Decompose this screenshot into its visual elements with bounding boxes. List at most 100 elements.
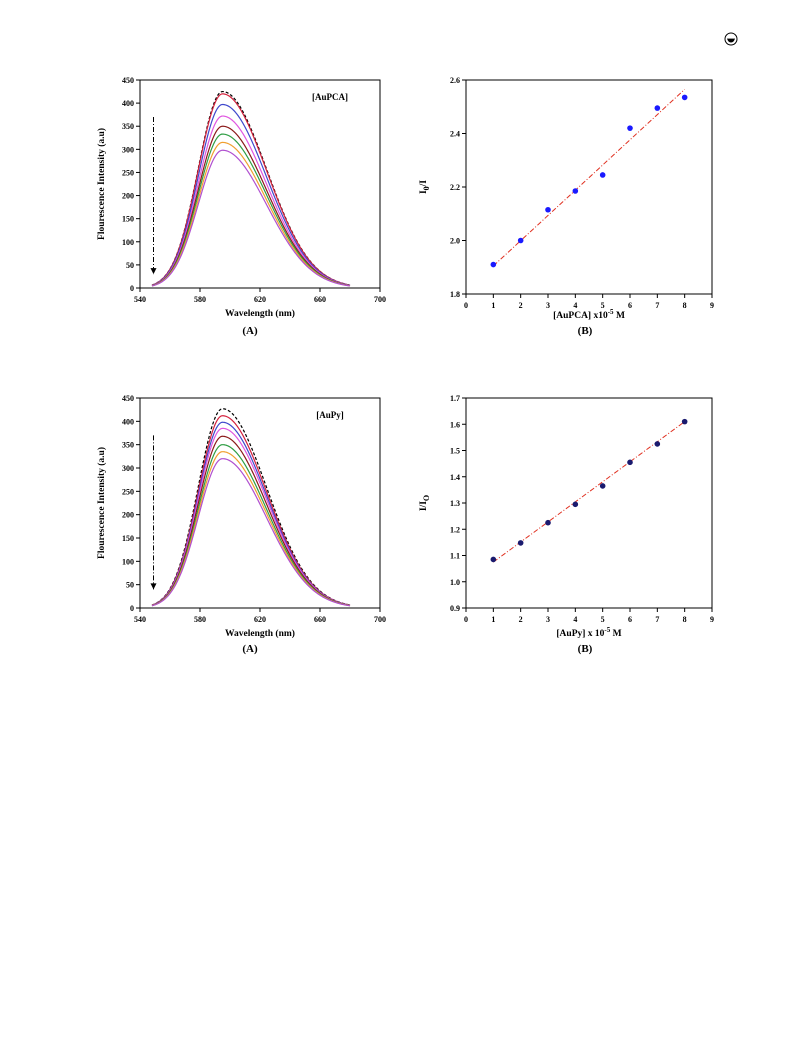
data-point-8 — [681, 94, 688, 101]
x-tick-label: 9 — [710, 615, 714, 624]
y-tick-label: 450 — [122, 394, 134, 403]
y-tick-label: 450 — [122, 76, 134, 85]
x-tick-label: 4 — [573, 615, 577, 624]
chart-aupy-stern-volmer: 0 1 2 3 4 5 6 7 8 9 0.9 1.0 1.1 1.2 1.3 1.4 1.5 1.6 1.7 [Au… — [419, 394, 714, 655]
x-tick-label: 620 — [254, 295, 266, 304]
y-axis-label: I/IO — [419, 495, 431, 511]
y-tick-label: 2.4 — [450, 130, 460, 139]
plot-frame — [465, 397, 713, 609]
x-tick-label: 2 — [519, 301, 523, 310]
x-tick-label: 660 — [314, 615, 326, 624]
y-tick-label: 1.5 — [450, 447, 460, 456]
compound-annotation: [AuPy] — [316, 410, 344, 420]
x-axis-label: [AuPy] x 10-5 M — [556, 626, 621, 639]
data-point-8 — [681, 418, 688, 425]
data-point-2 — [517, 540, 524, 546]
spectrum-curve-4 — [151, 115, 351, 287]
data-point-3 — [545, 519, 551, 526]
x-tick-label: 1 — [491, 615, 495, 624]
plot-frame — [465, 79, 713, 295]
y-tick-label: 150 — [122, 215, 134, 224]
chart-panel-aupy-stern-volmer: 0 1 2 3 4 5 6 7 8 9 0.9 1.0 1.1 1.2 1.3 1.4 1.5 1.6 1.7 [Au… — [400, 390, 730, 662]
data-point-7 — [654, 105, 661, 111]
spectrum-curve-1 — [151, 408, 351, 606]
y-tick-label: 200 — [122, 511, 134, 520]
y-tick-label: 350 — [122, 441, 134, 450]
chart-panel-aupy-spectra: 540 580 620 660 700 0 50 100 150 200 250 300 350 400 4… — [90, 390, 400, 662]
data-point-4 — [572, 188, 579, 194]
y-tick-label: 350 — [122, 122, 134, 131]
linear-fit-line — [492, 88, 686, 267]
spectrum-curve-1 — [151, 90, 351, 286]
chart-panel-aupca-spectra: 540 580 620 660 700 0 50 100 150 200 250 300 350 400 4… — [90, 72, 400, 344]
y-tick-label: 400 — [122, 417, 134, 426]
x-tick-label: 580 — [194, 295, 206, 304]
data-point-2 — [517, 237, 524, 244]
data-point-6 — [627, 125, 633, 131]
x-tick-label: 7 — [655, 615, 659, 624]
y-tick-label: 0 — [130, 284, 134, 293]
y-tick-label: 50 — [126, 581, 134, 590]
quench-arrow-head — [150, 583, 157, 590]
panel-caption: (A) — [242, 325, 258, 337]
x-tick-label: 7 — [655, 301, 659, 310]
spectrum-curve-3 — [151, 421, 351, 606]
x-tick-label: 3 — [546, 301, 550, 310]
y-tick-label: 1.1 — [450, 552, 460, 561]
y-tick-label: 2.2 — [450, 183, 460, 192]
panel-caption: (A) — [242, 643, 258, 655]
x-tick-label: 8 — [683, 615, 687, 624]
y-tick-label: 300 — [122, 464, 134, 473]
data-point-7 — [654, 441, 661, 447]
data-point-1 — [490, 261, 497, 268]
spectrum-curve-4 — [151, 427, 351, 606]
y-tick-label: 100 — [122, 238, 134, 247]
publisher-logo-icon — [724, 32, 738, 46]
spectrum-curve-8 — [151, 149, 351, 287]
y-tick-label: 1.2 — [450, 525, 460, 534]
x-tick-label: 6 — [628, 615, 632, 624]
x-tick-label: 580 — [194, 615, 206, 624]
spectrum-curve-3 — [151, 103, 351, 286]
y-tick-label: 400 — [122, 99, 134, 108]
y-tick-label: 1.6 — [450, 420, 460, 429]
compound-annotation: [AuPCA] — [312, 92, 348, 102]
data-point-5 — [599, 483, 606, 489]
data-point-4 — [572, 501, 579, 508]
y-tick-label: 2.0 — [450, 237, 460, 246]
x-tick-label: 9 — [710, 301, 714, 310]
chart-aupca-stern-volmer: 0 1 2 3 4 5 6 7 8 9 1.8 2.0 2.2 2.4 2.6 [AuPCA] x10-5 M… — [419, 76, 714, 337]
spectrum-curve-2 — [151, 415, 351, 606]
data-point-6 — [627, 459, 633, 466]
x-tick-label: 700 — [374, 615, 386, 624]
y-tick-label: 1.0 — [450, 578, 460, 587]
x-tick-label: 660 — [314, 295, 326, 304]
x-tick-label: 3 — [546, 615, 550, 624]
y-axis-label: Flourescence Intensity (a.u) — [96, 128, 107, 240]
y-tick-label: 150 — [122, 534, 134, 543]
x-tick-label: 540 — [134, 615, 146, 624]
spectrum-curve-2 — [151, 93, 351, 286]
x-tick-label: 5 — [601, 615, 605, 624]
y-tick-label: 50 — [126, 261, 134, 270]
x-tick-label: 0 — [464, 615, 468, 624]
x-tick-label: 6 — [628, 301, 632, 310]
y-tick-label: 1.3 — [450, 499, 460, 508]
x-tick-label: 1 — [491, 301, 495, 310]
y-tick-label: 0 — [130, 604, 134, 613]
panel-caption: (B) — [578, 643, 593, 655]
chart-panel-aupca-stern-volmer: 0 1 2 3 4 5 6 7 8 9 1.8 2.0 2.2 2.4 2.6 [AuPCA] x10-5 M… — [400, 72, 730, 344]
y-tick-label: 250 — [122, 487, 134, 496]
quench-arrow-head — [150, 268, 157, 275]
y-tick-label: 250 — [122, 168, 134, 177]
y-tick-label: 1.7 — [450, 394, 460, 403]
spectrum-curve-5 — [151, 435, 351, 607]
x-tick-label: 8 — [683, 301, 687, 310]
y-tick-label: 1.8 — [450, 290, 460, 299]
panel-caption: (B) — [578, 325, 593, 337]
y-tick-label: 0.9 — [450, 604, 460, 613]
spectrum-curve-6 — [151, 133, 351, 287]
chart-aupy-spectra: 540 580 620 660 700 0 50 100 150 200 250 300 350 400 4… — [96, 394, 386, 655]
data-point-3 — [545, 206, 551, 213]
spectrum-curve-8 — [151, 458, 351, 607]
